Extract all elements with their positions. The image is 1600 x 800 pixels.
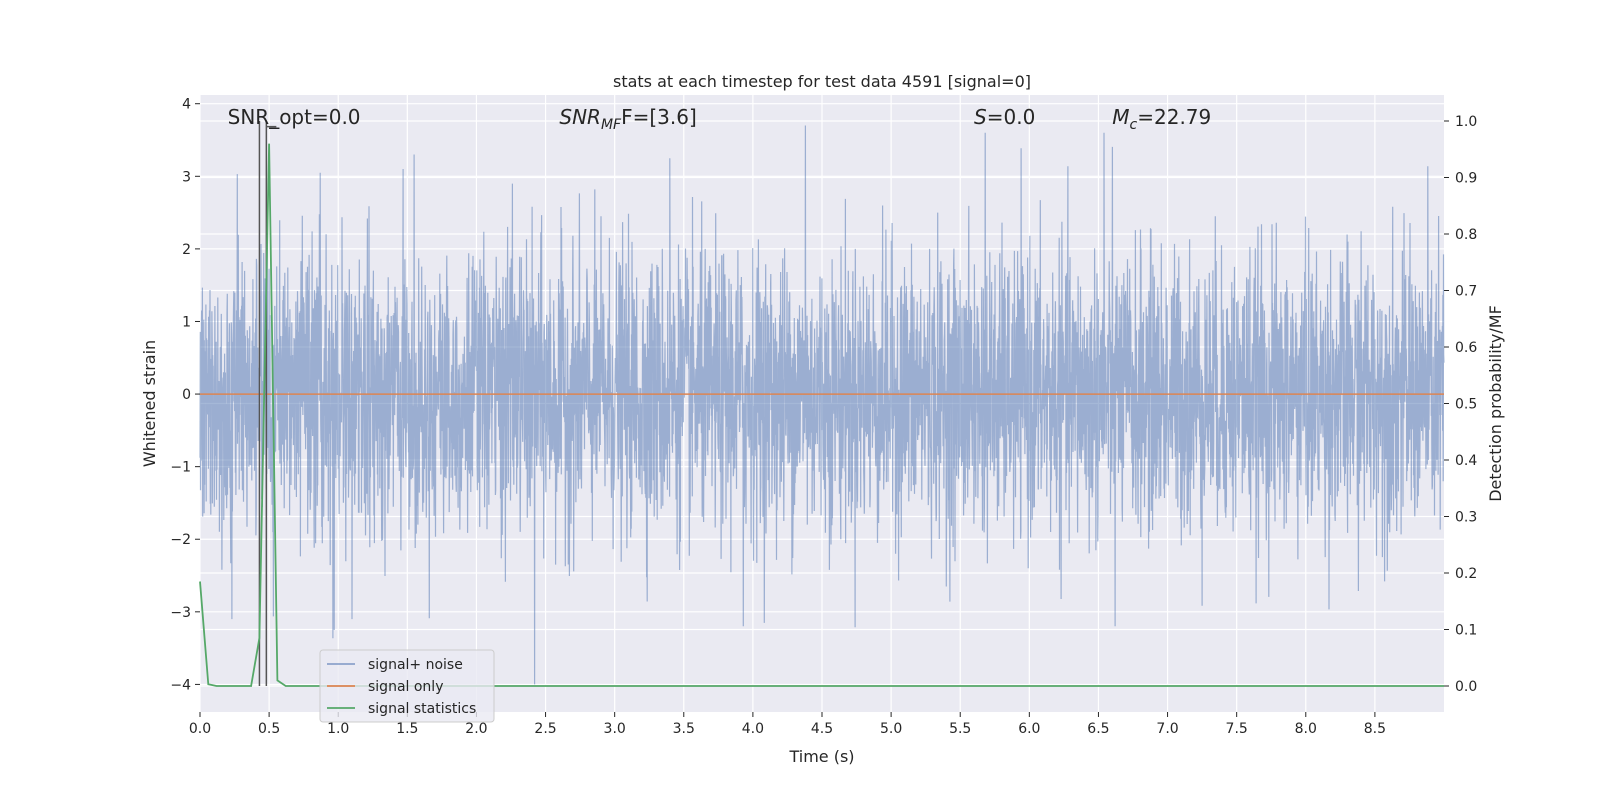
- x-axis-ticks: 0.0 0.5 1.0 1.5 2.0 2.5 3.0 3.5 4.0 4.5 5.0 5.5 6.0 6…: [189, 712, 1386, 737]
- y2-axis-label: Detection probability/MF: [1486, 305, 1505, 502]
- y-axis-ticks: −4 −3 −2 −1 0 1 2 3 4: [170, 97, 200, 693]
- y-tick-label: 4: [182, 97, 191, 113]
- series-line-signal-noise: [199, 125, 1445, 685]
- x-tick-label: 6.0: [1018, 721, 1040, 737]
- x-tick-label: 2.0: [465, 721, 487, 737]
- y2-tick-label: 0.5: [1455, 397, 1477, 413]
- series-line-signal-statistics: [199, 143, 1444, 687]
- y2-tick-label: 0.0: [1455, 679, 1477, 695]
- y2-tick-label: 0.2: [1455, 566, 1477, 582]
- y2-tick-label: 1.0: [1455, 114, 1477, 130]
- y2-tick-label: 0.9: [1455, 170, 1477, 186]
- y-tick-label: −4: [170, 677, 191, 693]
- y-tick-label: −2: [170, 532, 191, 548]
- x-tick-label: 5.0: [880, 721, 902, 737]
- y2-tick-label: 0.7: [1455, 283, 1477, 299]
- y-tick-label: 1: [182, 314, 191, 330]
- annotation: S=0.0: [974, 105, 1035, 129]
- annotations: SNR_opt=0.0 SNRMFF=[3.6] S=0.0 Mc=22.79: [228, 105, 1212, 133]
- x-tick-label: 6.5: [1087, 721, 1109, 737]
- legend-entry: signal+ noise: [368, 657, 463, 673]
- x-tick-label: 2.5: [534, 721, 556, 737]
- y2-axis-ticks: 0.0 0.1 0.2 0.3 0.4 0.5 0.6 0.7 0.8 0.9 1.0: [1444, 114, 1477, 695]
- y-axis-label: Whitened strain: [140, 340, 159, 467]
- x-tick-label: 3.0: [604, 721, 626, 737]
- x-tick-label: 4.0: [742, 721, 764, 737]
- series-signal-noise: [199, 125, 1445, 685]
- x-tick-label: 3.5: [673, 721, 695, 737]
- x-tick-label: 8.0: [1295, 721, 1317, 737]
- legend-entry: signal statistics: [368, 701, 476, 717]
- x-tick-label: 4.5: [811, 721, 833, 737]
- x-tick-label: 0.0: [189, 721, 211, 737]
- y2-tick-label: 0.4: [1455, 453, 1477, 469]
- series-signal-statistics: [199, 143, 1444, 687]
- x-tick-label: 7.0: [1156, 721, 1178, 737]
- x-tick-label: 1.0: [327, 721, 349, 737]
- y-tick-label: 3: [182, 169, 191, 185]
- annotation: Mc=22.79: [1112, 105, 1211, 133]
- y2-tick-label: 0.6: [1455, 340, 1477, 356]
- y-tick-label: −3: [170, 605, 191, 621]
- x-tick-label: 0.5: [258, 721, 280, 737]
- x-tick-label: 7.5: [1226, 721, 1248, 737]
- y-tick-label: 0: [182, 387, 191, 403]
- annotation: SNRMFF=[3.6]: [559, 105, 696, 133]
- annotation: SNR_opt=0.0: [228, 105, 361, 129]
- x-tick-label: 5.5: [949, 721, 971, 737]
- legend-box: [319, 649, 495, 723]
- y2-tick-label: 0.8: [1455, 227, 1477, 243]
- x-axis-label: Time (s): [788, 747, 854, 766]
- legend: signal+ noise signal only signal statistic…: [319, 649, 495, 723]
- y-tick-label: 2: [182, 242, 191, 258]
- y2-tick-label: 0.3: [1455, 510, 1477, 526]
- y-tick-label: −1: [170, 460, 191, 476]
- x-tick-label: 1.5: [396, 721, 418, 737]
- x-tick-label: 8.5: [1364, 721, 1386, 737]
- y2-tick-label: 0.1: [1455, 623, 1477, 639]
- chart-title: stats at each timestep for test data 459…: [613, 72, 1031, 91]
- legend-entry: signal only: [368, 679, 443, 695]
